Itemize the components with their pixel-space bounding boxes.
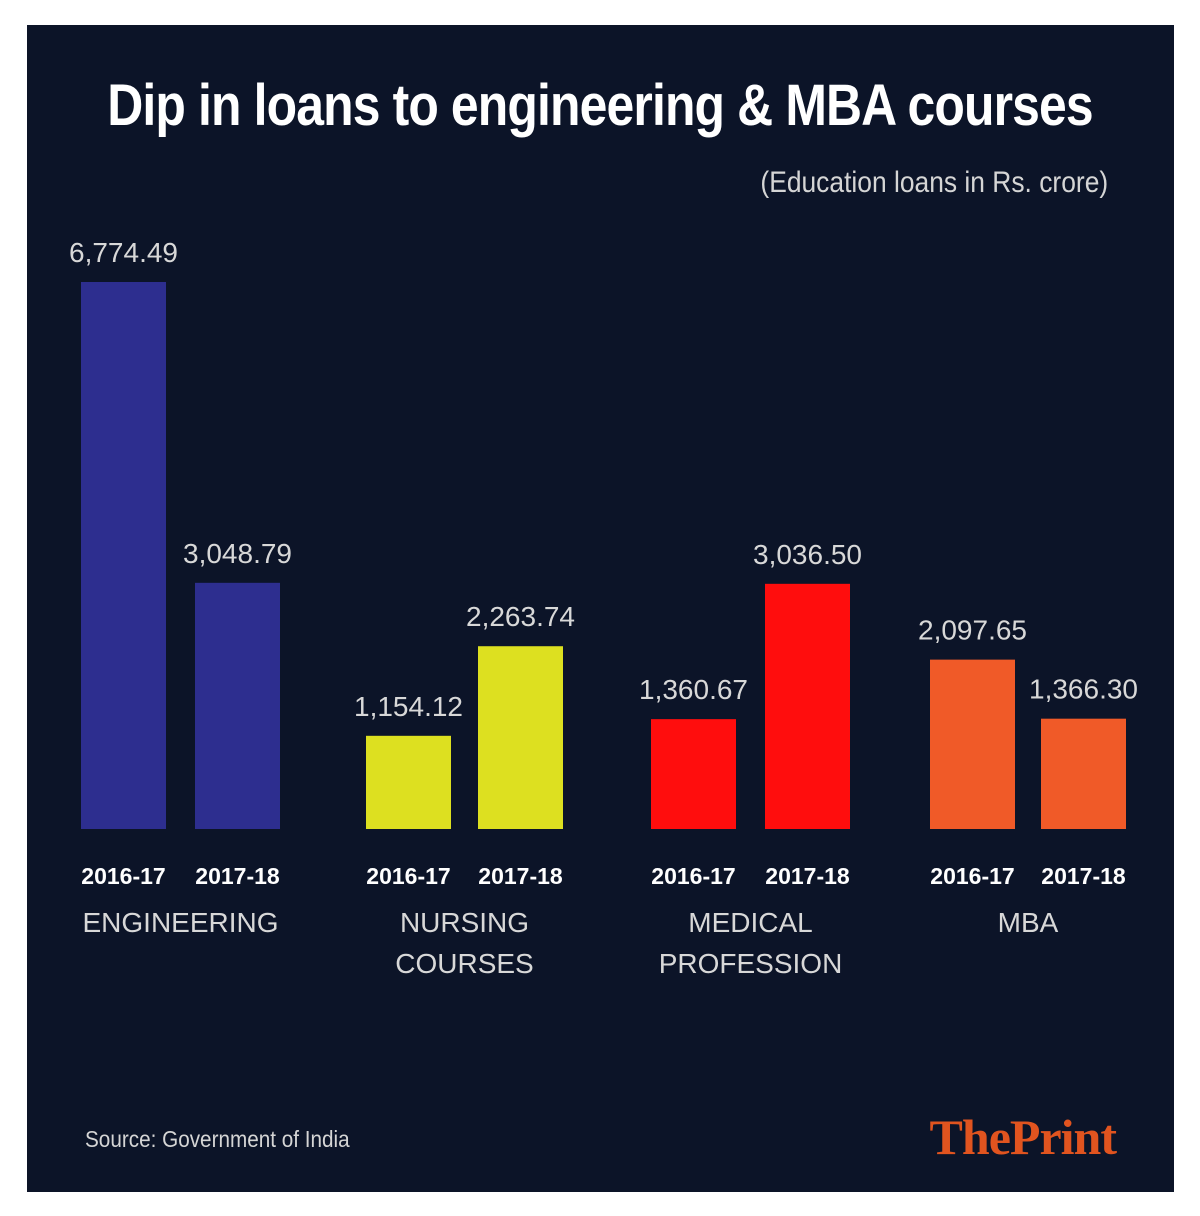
bar-1-1 <box>478 646 563 829</box>
category-label: PROFESSION <box>659 948 843 979</box>
value-label: 2,263.74 <box>466 601 575 632</box>
year-label: 2016-17 <box>930 863 1014 889</box>
theprint-logo: ThePrint <box>929 1108 1117 1166</box>
category-label: ENGINEERING <box>82 907 278 938</box>
year-label: 2017-18 <box>1041 863 1126 889</box>
source-note: Source: Government of India <box>85 1126 350 1152</box>
value-label: 3,048.79 <box>183 538 292 569</box>
category-label: MBA <box>998 907 1059 938</box>
category-label: COURSES <box>395 948 533 979</box>
year-label: 2017-18 <box>478 863 563 889</box>
logo-the: The <box>929 1109 1011 1165</box>
bar-1-0 <box>366 735 451 829</box>
bar-3-0 <box>930 659 1015 829</box>
value-label: 1,360.67 <box>639 674 748 705</box>
year-label: 2016-17 <box>81 863 165 889</box>
bar-2-1 <box>765 583 850 829</box>
chart-subtitle: (Education loans in Rs. crore) <box>760 166 1108 199</box>
bar-0-0 <box>81 282 166 829</box>
year-label: 2016-17 <box>366 863 450 889</box>
category-label: NURSING <box>400 907 529 938</box>
value-label: 2,097.65 <box>918 615 1027 646</box>
chart-title: Dip in loans to engineering & MBA course… <box>107 73 1093 138</box>
bar-2-0 <box>651 719 736 829</box>
logo-print: Print <box>1009 1109 1117 1165</box>
year-label: 2016-17 <box>651 863 735 889</box>
category-label: MEDICAL <box>688 907 812 938</box>
bar-3-1 <box>1041 718 1126 829</box>
year-label: 2017-18 <box>765 863 850 889</box>
year-label: 2017-18 <box>195 863 280 889</box>
value-label: 3,036.50 <box>753 539 862 570</box>
value-label: 6,774.49 <box>69 237 178 268</box>
value-label: 1,154.12 <box>354 691 463 722</box>
value-label: 1,366.30 <box>1029 674 1138 705</box>
bar-0-1 <box>195 582 280 829</box>
